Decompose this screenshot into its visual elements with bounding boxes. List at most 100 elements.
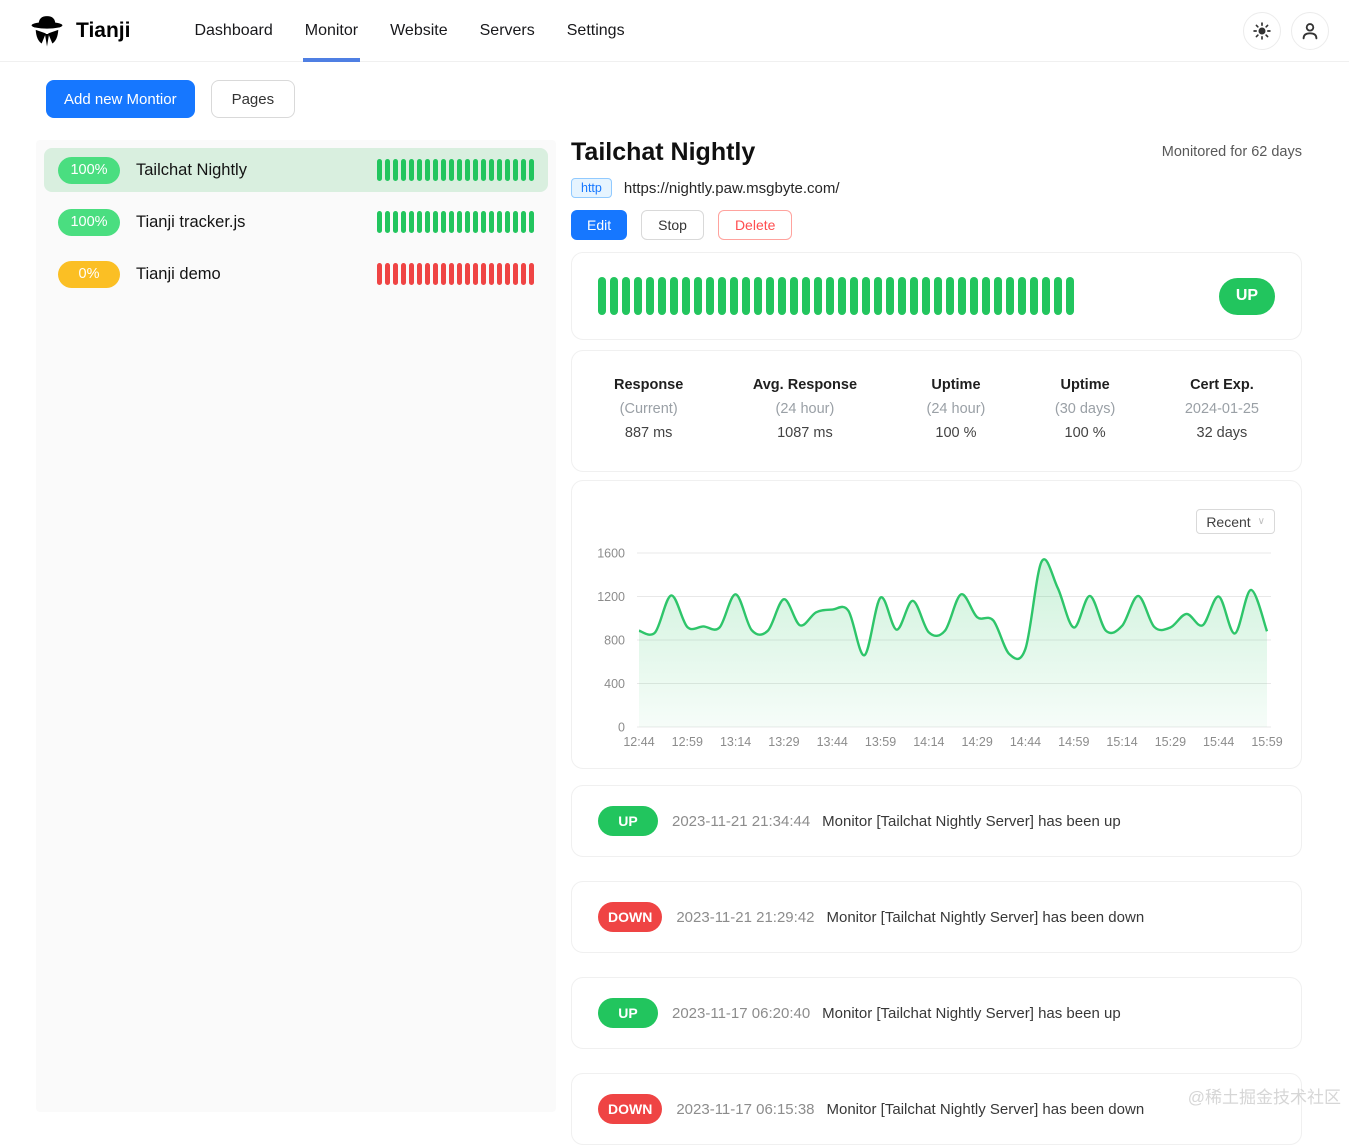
edit-button[interactable]: Edit [571,210,627,240]
health-bar [1054,277,1062,315]
health-bar [790,277,798,315]
stat-sublabel: (30 days) [1055,401,1115,417]
stat-sublabel: (24 hour) [753,401,857,417]
y-axis-tick: 800 [604,634,625,648]
chevron-down-icon: ∨ [1258,516,1265,527]
health-bar [529,159,534,181]
monitor-toolbar: Add new Montior Pages [46,80,1349,118]
health-bar [1018,277,1026,315]
health-bar [401,263,406,285]
health-bar [1042,277,1050,315]
health-bar [529,211,534,233]
health-bar [457,263,462,285]
health-bar [886,277,894,315]
health-bar [910,277,918,315]
health-bar [622,277,630,315]
monitor-list-item[interactable]: 0% Tianji demo [44,252,548,296]
health-bar [385,159,390,181]
nav-item-website[interactable]: Website [374,0,464,62]
down-pill: DOWN [598,902,662,932]
health-bar [505,211,510,233]
health-bar [994,277,1002,315]
monitored-duration: Monitored for 62 days [1162,144,1302,160]
nav-item-settings[interactable]: Settings [551,0,641,62]
stat-sublabel: 2024-01-25 [1185,401,1259,417]
stat-value: 100 % [1055,425,1115,441]
health-bar [393,211,398,233]
up-pill: UP [598,806,658,836]
tianji-spy-logo-icon [28,12,66,50]
stat-column: Avg. Response(24 hour)1087 ms [753,377,857,441]
protocol-tag: http [571,178,612,198]
chart-range-select[interactable]: Recent ∨ [1196,509,1275,534]
stat-column: Response(Current)887 ms [614,377,683,441]
monitor-list-panel: 100%Tailchat Nightly 100%Tianji tracker.j… [36,140,556,1112]
brand[interactable]: Tianji [28,12,130,50]
x-axis-tick: 14:59 [1058,735,1089,749]
user-menu-button[interactable] [1291,12,1329,50]
monitor-mini-health-bars [377,159,534,181]
pages-button[interactable]: Pages [211,80,296,118]
health-bar [497,263,502,285]
health-bar [425,211,430,233]
health-bar [377,211,382,233]
health-bar [497,211,502,233]
x-axis-tick: 15:14 [1106,735,1137,749]
health-bar [634,277,642,315]
uptime-badge: 100% [58,157,120,184]
health-bar [425,159,430,181]
monitor-url[interactable]: https://nightly.paw.msgbyte.com/ [624,180,840,197]
health-bar [473,211,478,233]
uptime-badge: 0% [58,261,120,288]
health-bar [385,211,390,233]
monitor-list-item[interactable]: 100%Tianji tracker.js [44,200,548,244]
nav-item-dashboard[interactable]: Dashboard [178,0,288,62]
health-bar [457,211,462,233]
health-bar [449,159,454,181]
health-bar [465,159,470,181]
detail-header: Tailchat Nightly Monitored for 62 days h… [571,138,1302,240]
health-bar [481,211,486,233]
x-axis-tick: 15:44 [1203,735,1234,749]
nav-item-servers[interactable]: Servers [464,0,551,62]
health-bar [610,277,618,315]
health-bar [417,159,422,181]
x-axis-tick: 13:44 [817,735,848,749]
health-bar [1006,277,1014,315]
health-bar [802,277,810,315]
down-pill: DOWN [598,1094,662,1124]
health-bar [513,159,518,181]
theme-toggle-button[interactable] [1243,12,1281,50]
stat-value: 1087 ms [753,425,857,441]
health-bar [682,277,690,315]
health-bar [838,277,846,315]
delete-button[interactable]: Delete [718,210,792,240]
health-bar [598,277,606,315]
stat-label: Cert Exp. [1185,377,1259,393]
stop-button[interactable]: Stop [641,210,704,240]
health-bar [898,277,906,315]
health-bar [497,159,502,181]
monitor-list-item[interactable]: 100%Tailchat Nightly [44,148,548,192]
response-area-fill [639,559,1267,727]
health-bar [850,277,858,315]
x-axis-tick: 12:59 [672,735,703,749]
monitor-name: Tianji demo [136,265,377,284]
nav-item-monitor[interactable]: Monitor [289,0,374,62]
health-bar [473,263,478,285]
health-bar [513,211,518,233]
uptime-badge: 100% [58,209,120,236]
add-new-monitor-button[interactable]: Add new Montior [46,80,195,118]
health-bar [754,277,762,315]
health-bar [862,277,870,315]
health-bar [718,277,726,315]
health-bar [658,277,666,315]
health-bar [706,277,714,315]
x-axis-tick: 14:14 [913,735,944,749]
event-timestamp: 2023-11-17 06:15:38 [676,1101,814,1118]
health-bar [513,263,518,285]
health-bar [449,211,454,233]
health-bar [505,159,510,181]
health-bar [694,277,702,315]
